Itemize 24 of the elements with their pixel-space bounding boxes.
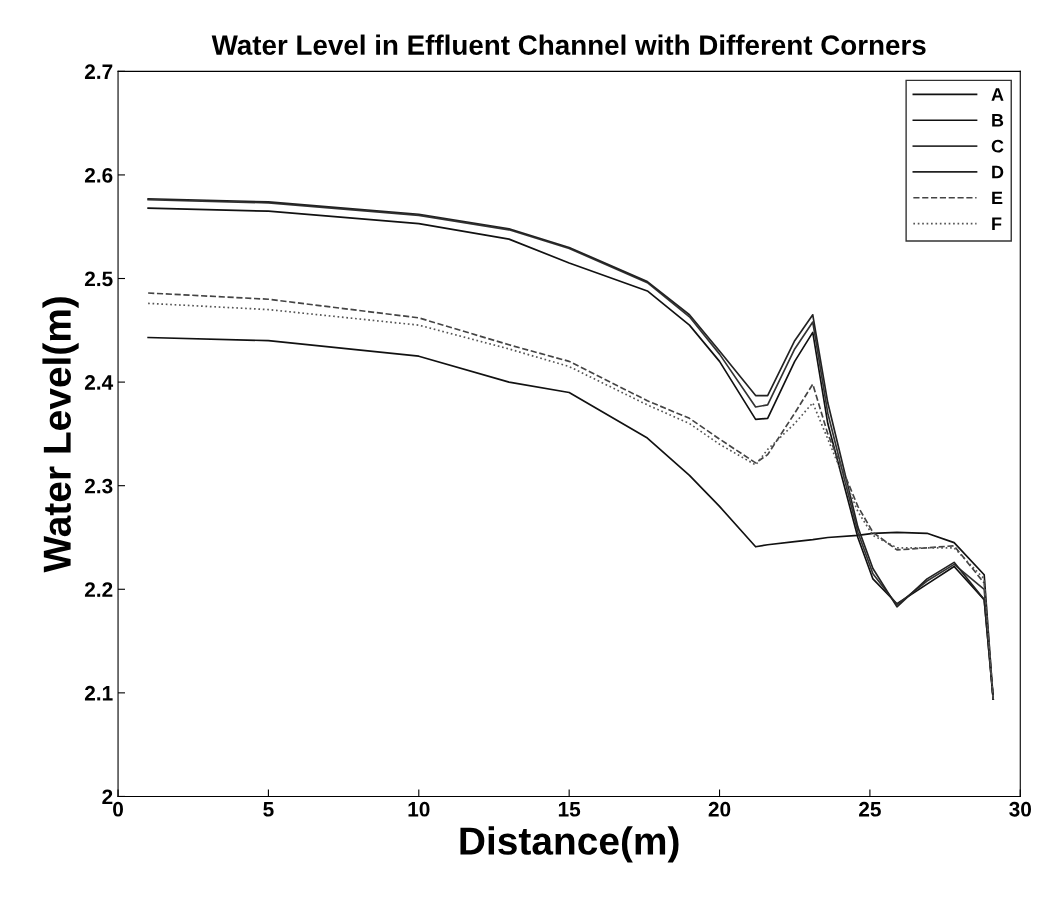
y-tick-label: 2.6 [84, 167, 113, 183]
x-tick-label: 5 [263, 802, 274, 817]
x-tick-label: 15 [558, 802, 581, 817]
x-tick-label: 25 [859, 801, 881, 817]
x-tick-label: 10 [408, 801, 430, 817]
y-tick-label: 2.4 [84, 375, 114, 390]
x-axis-title: Distance(m) [460, 826, 679, 863]
chart-title: Water Level in Effluent Channel with Different Corners [211, 34, 926, 55]
y-tick-label: 2.7 [84, 64, 113, 79]
legend-label: C [991, 139, 1004, 153]
y-tick-label: 2.2 [84, 582, 113, 597]
legend-label: B [992, 114, 1004, 127]
y-tick-label: 2 [102, 789, 113, 804]
legend-label: D [992, 165, 1004, 179]
legend-label: E [992, 191, 1003, 205]
y-tick-label: 2.1 [84, 685, 113, 701]
legend-label: F [992, 217, 1002, 230]
legend-label: A [991, 88, 1004, 101]
y-tick-label: 2.5 [84, 271, 113, 287]
x-tick-label: 0 [113, 801, 123, 817]
x-tick-label: 20 [708, 801, 731, 817]
y-tick-label: 2.3 [84, 478, 113, 494]
y-axis-title: Water Level(m) [42, 297, 79, 573]
x-tick-label: 30 [1009, 801, 1032, 817]
